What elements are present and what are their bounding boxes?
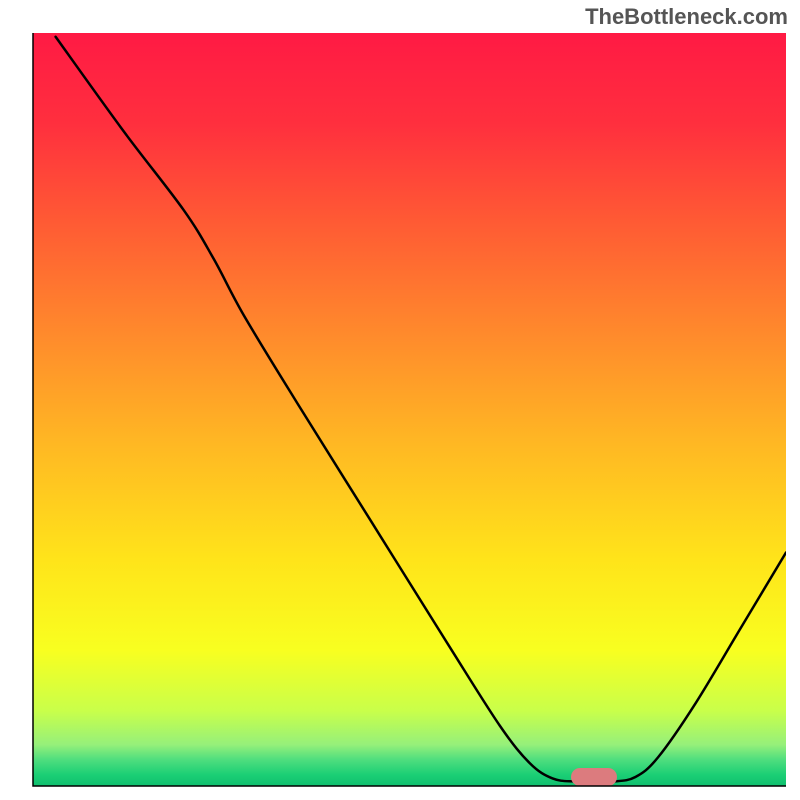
chart-plot-area — [33, 33, 786, 786]
chart-curve-line — [33, 33, 786, 786]
chart-optimal-marker — [571, 768, 617, 786]
watermark-text: TheBottleneck.com — [585, 4, 788, 30]
